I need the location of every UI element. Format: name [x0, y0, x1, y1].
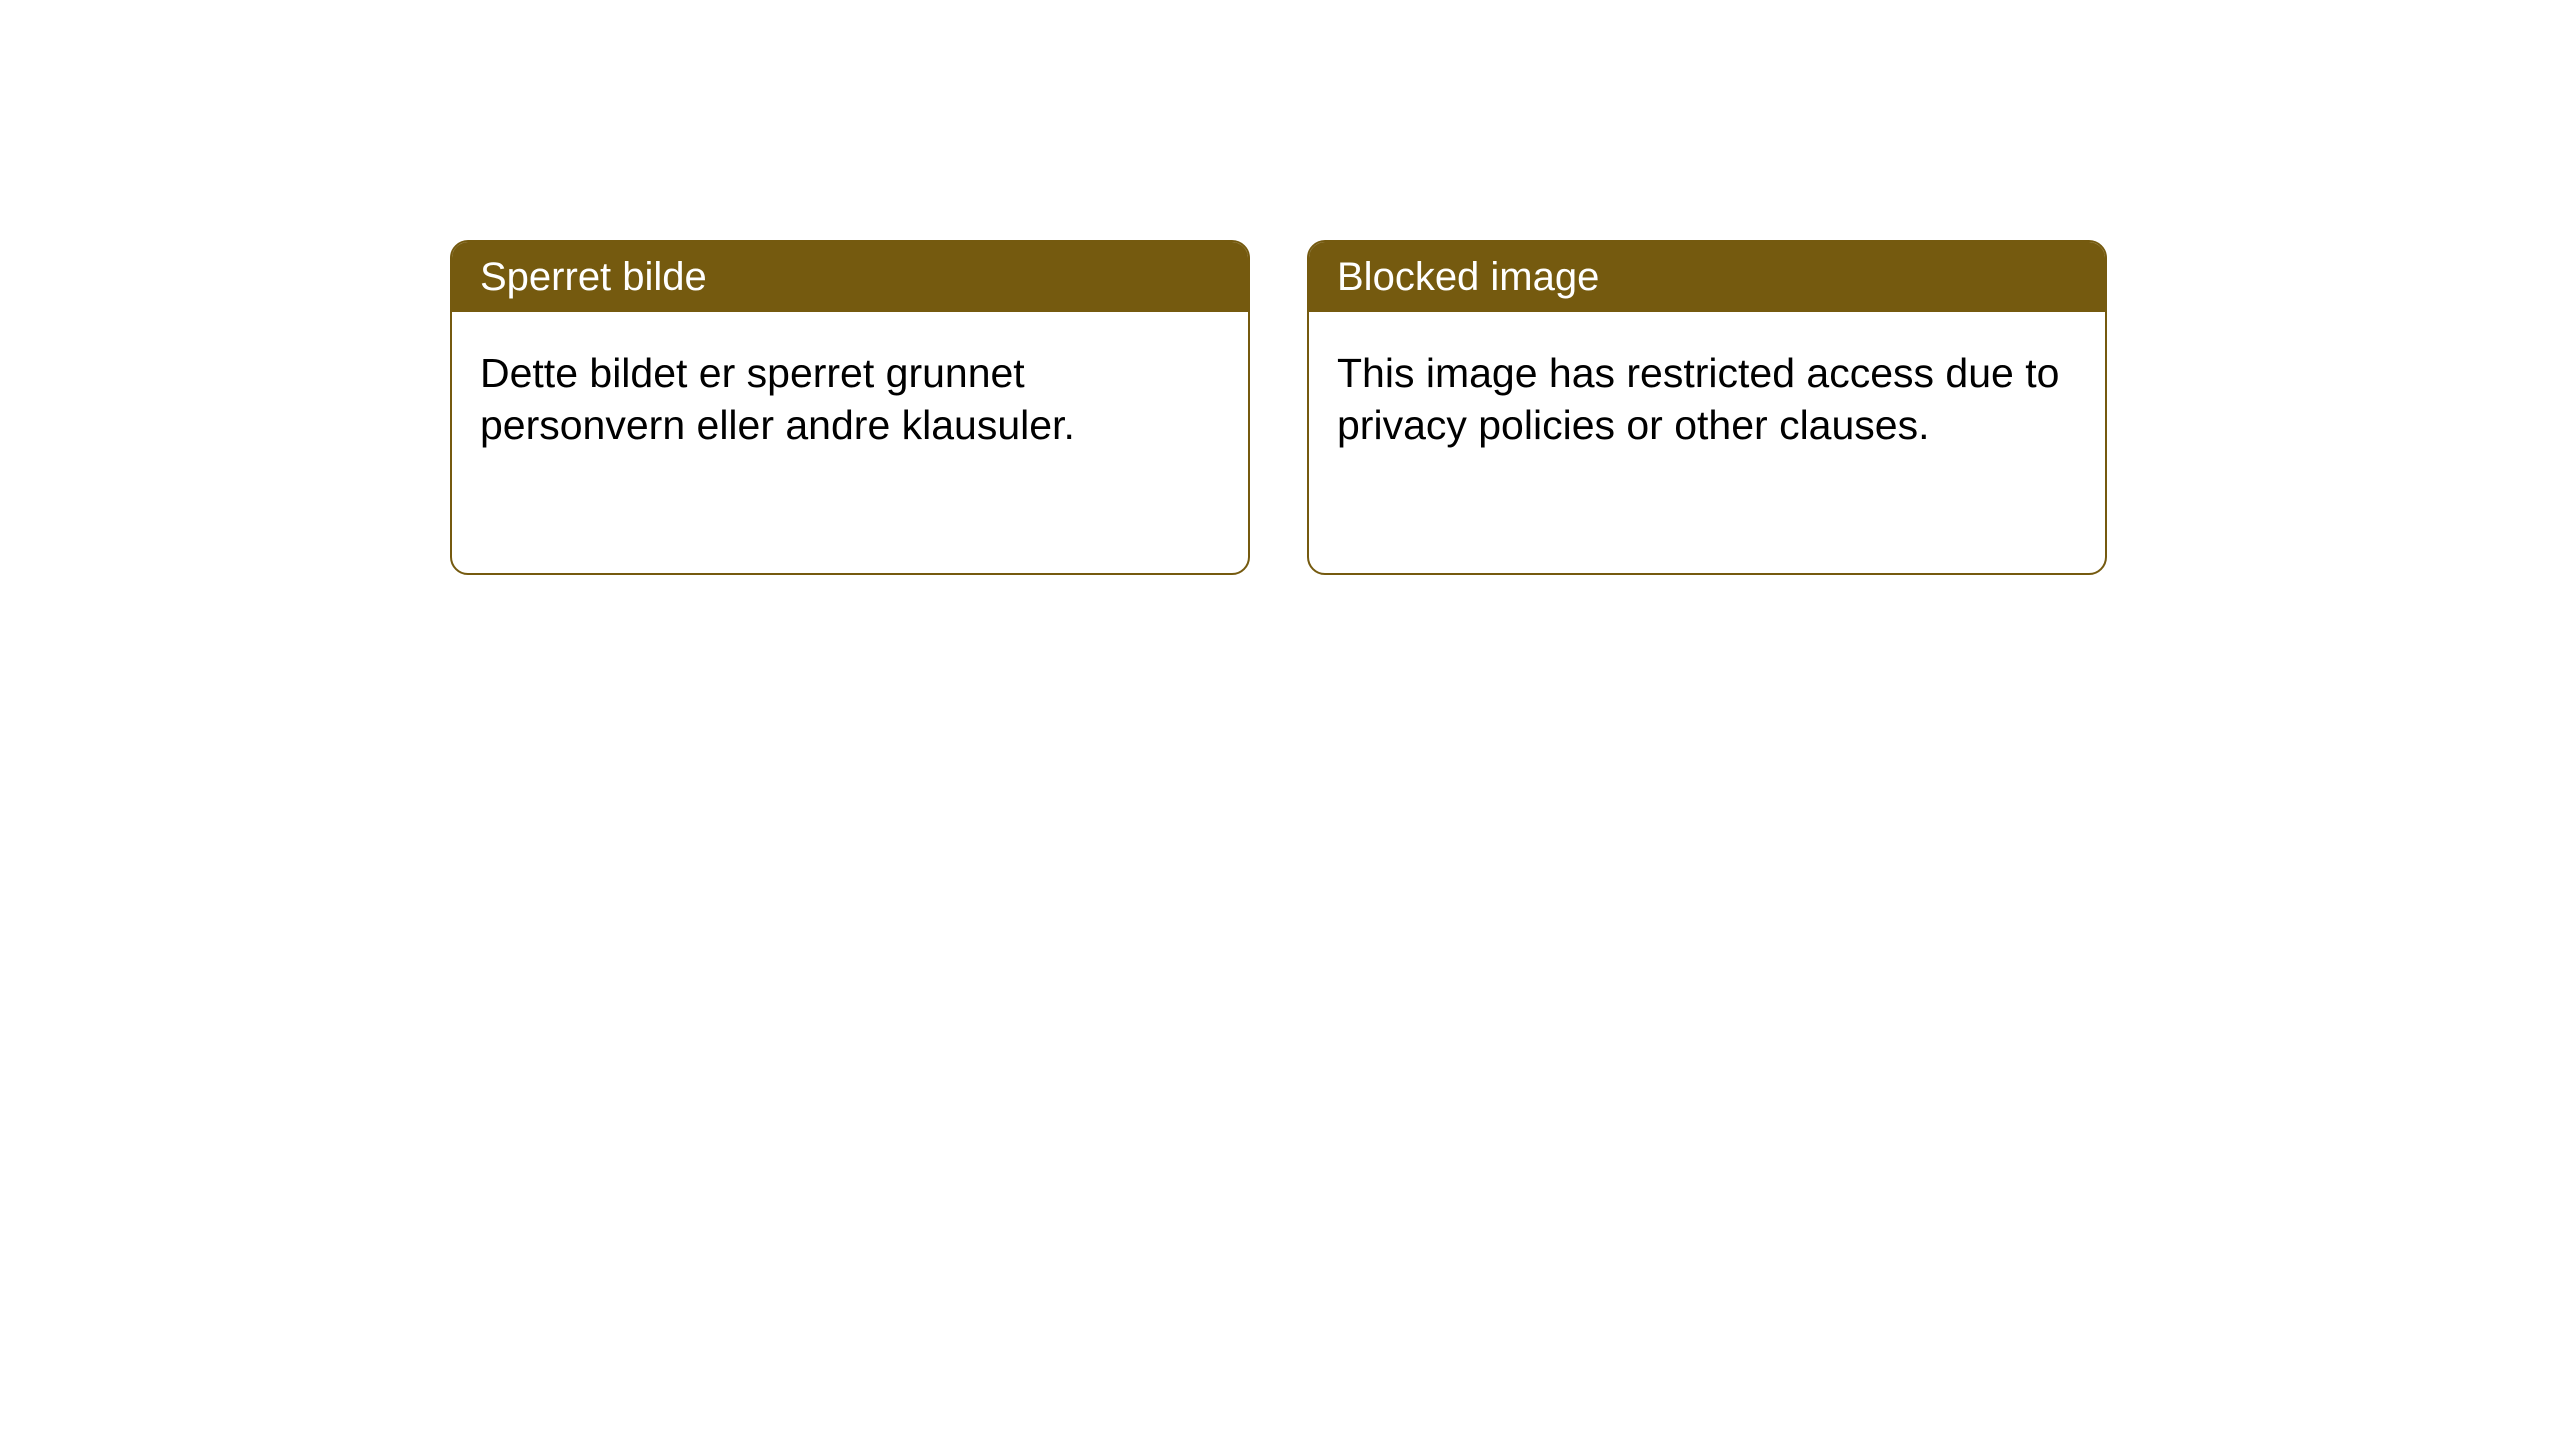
card-header: Blocked image — [1309, 242, 2105, 312]
notice-cards-container: Sperret bilde Dette bildet er sperret gr… — [450, 240, 2107, 575]
notice-card-norwegian: Sperret bilde Dette bildet er sperret gr… — [450, 240, 1250, 575]
card-header: Sperret bilde — [452, 242, 1248, 312]
notice-card-english: Blocked image This image has restricted … — [1307, 240, 2107, 575]
card-title: Blocked image — [1337, 255, 1599, 299]
card-title: Sperret bilde — [480, 255, 707, 299]
card-body: Dette bildet er sperret grunnet personve… — [452, 312, 1248, 487]
card-body: This image has restricted access due to … — [1309, 312, 2105, 487]
card-body-text: Dette bildet er sperret grunnet personve… — [480, 350, 1075, 448]
card-body-text: This image has restricted access due to … — [1337, 350, 2059, 448]
